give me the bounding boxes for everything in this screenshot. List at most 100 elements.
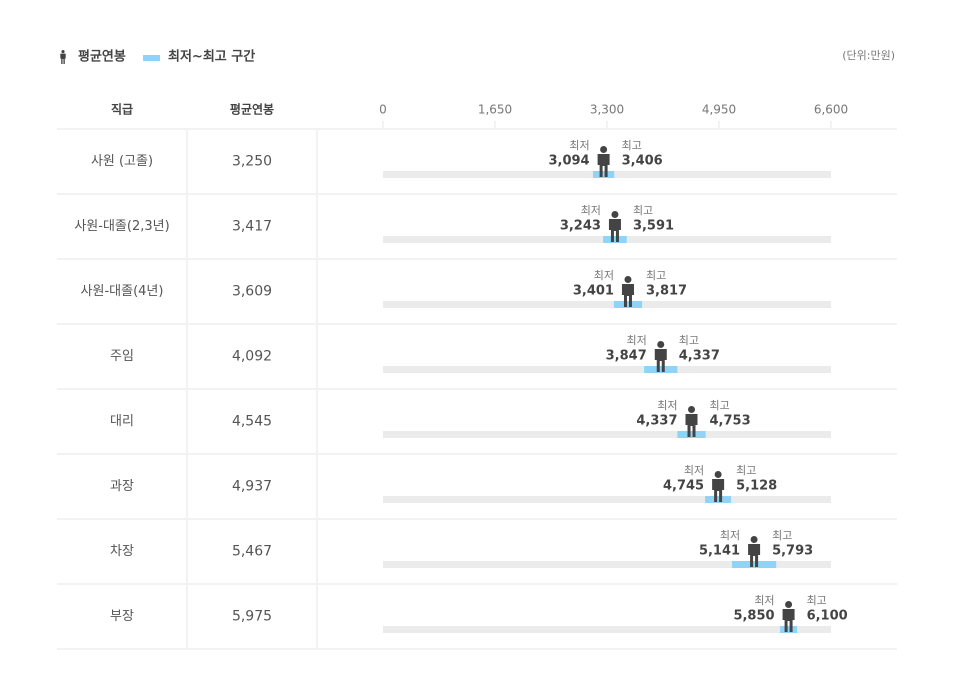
low-name: 최저 [720, 529, 740, 542]
person-head [657, 341, 665, 348]
high-name: 최고 [622, 139, 642, 152]
person-head [750, 536, 758, 543]
high-value: 4,337 [679, 349, 720, 364]
person-body [654, 349, 667, 372]
category-label: 대리 [110, 414, 134, 429]
low-name: 최저 [754, 594, 774, 607]
legend-swatch [143, 55, 160, 61]
legend-label: 최저~최고 구간 [168, 49, 255, 65]
track [383, 301, 831, 308]
low-value: 3,401 [573, 284, 614, 299]
x-tick-label: 4,950 [702, 103, 736, 117]
low-value: 4,745 [663, 479, 704, 494]
average-marker [597, 146, 610, 177]
x-tick-label: 1,650 [478, 103, 512, 117]
unit-label: (단위:만원) [842, 49, 895, 62]
value-label: 4,092 [232, 349, 272, 365]
low-name: 최저 [581, 204, 601, 217]
value-label: 3,417 [232, 219, 272, 235]
low-value: 5,850 [733, 609, 774, 624]
high-name: 최고 [710, 399, 730, 412]
category-label: 사원-대졸(4년) [81, 284, 164, 299]
high-name: 최고 [646, 269, 666, 282]
low-value: 3,847 [606, 349, 647, 364]
x-tick-label: 3,300 [590, 103, 624, 117]
high-name: 최고 [679, 334, 699, 347]
average-marker [654, 341, 667, 372]
high-value: 5,793 [772, 544, 813, 559]
value-label: 5,467 [232, 544, 272, 560]
person-head [600, 146, 608, 153]
person-body [621, 284, 634, 307]
high-value: 3,406 [622, 154, 663, 169]
person-body [782, 609, 795, 632]
category-label: 사원-대졸(2,3년) [74, 219, 169, 234]
track [383, 561, 831, 568]
person-head [611, 211, 619, 218]
legend-item: 평균연봉 [60, 49, 126, 65]
track [383, 366, 831, 373]
value-label: 4,937 [232, 479, 272, 495]
low-name: 최저 [657, 399, 677, 412]
low-value: 3,094 [548, 154, 589, 169]
high-name: 최고 [807, 594, 827, 607]
person-head [688, 406, 696, 413]
high-value: 3,817 [646, 284, 687, 299]
range-bar [731, 561, 777, 568]
person-body [712, 479, 725, 502]
legend-label: 평균연봉 [78, 49, 126, 65]
average-marker [685, 406, 698, 437]
range-bar [705, 496, 732, 503]
x-tick-label: 0 [379, 103, 387, 117]
category-label: 과장 [110, 479, 134, 494]
low-name: 최저 [684, 464, 704, 477]
average-marker [748, 536, 761, 567]
low-name: 최저 [569, 139, 589, 152]
track [383, 431, 831, 438]
high-name: 최고 [736, 464, 756, 477]
high-name: 최고 [772, 529, 792, 542]
x-tick-label: 6,600 [814, 103, 848, 117]
range-bar [593, 171, 615, 178]
person-head [714, 471, 722, 478]
person-body [60, 53, 66, 64]
column-header: 평균연봉 [230, 102, 274, 117]
low-value: 5,141 [699, 544, 740, 559]
person-head [624, 276, 632, 283]
value-label: 3,609 [232, 284, 272, 300]
person-body [597, 154, 610, 177]
low-value: 3,243 [560, 219, 601, 234]
low-name: 최저 [627, 334, 647, 347]
person-head [61, 50, 65, 54]
low-value: 4,337 [636, 414, 677, 429]
average-marker [712, 471, 725, 502]
high-value: 4,753 [710, 414, 751, 429]
range-bar [780, 626, 798, 633]
category-label: 부장 [110, 609, 134, 624]
person-head [785, 601, 793, 608]
track [383, 626, 831, 633]
category-label: 사원 (고졸) [91, 154, 153, 169]
range-bar [677, 431, 706, 438]
range-bar [644, 366, 678, 373]
person-body [608, 219, 621, 242]
person-body [748, 544, 761, 567]
category-label: 차장 [110, 544, 134, 559]
track [383, 496, 831, 503]
person-body [685, 414, 698, 437]
category-label: 주임 [110, 349, 134, 364]
average-marker [782, 601, 795, 632]
low-name: 최저 [594, 269, 614, 282]
value-label: 3,250 [232, 154, 272, 170]
high-value: 6,100 [807, 609, 848, 624]
column-header: 직급 [111, 102, 133, 117]
high-value: 3,591 [633, 219, 674, 234]
average-marker [621, 276, 634, 307]
high-value: 5,128 [736, 479, 777, 494]
value-label: 4,545 [232, 414, 272, 430]
value-label: 5,975 [232, 609, 272, 625]
range-bar [613, 301, 643, 308]
average-marker [608, 211, 621, 242]
high-name: 최고 [633, 204, 653, 217]
